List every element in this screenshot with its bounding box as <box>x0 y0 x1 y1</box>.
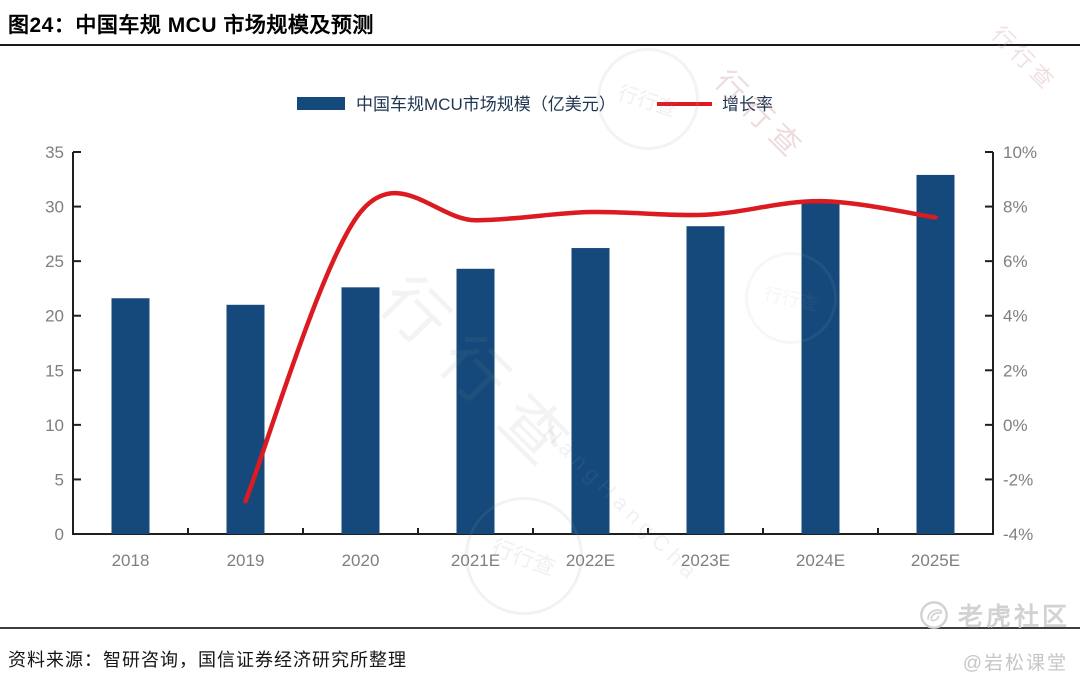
right-axis-tick-label: -4% <box>1003 525 1033 544</box>
bar-2025E <box>916 174 955 535</box>
axes <box>72 151 994 535</box>
x-axis-category-label: 2020 <box>342 551 380 570</box>
left-axis-tick-label: 0 <box>55 525 64 544</box>
bar-2018 <box>111 298 150 534</box>
left-axis-tick-label: 10 <box>45 416 64 435</box>
author-handle: @岩松课堂 <box>962 653 1068 674</box>
tiger-icon <box>920 601 948 629</box>
right-axis-tick-label: 4% <box>1003 307 1028 326</box>
right-axis-tick-label: 2% <box>1003 361 1028 380</box>
left-axis-tick-label: 15 <box>45 361 64 380</box>
axis-labels: 0 5 10 15 20 25 30 35 -4% -2% 0% 2% 4% 6% 8% 10% 2018 201… <box>45 143 1037 570</box>
bar-2024E <box>801 202 840 534</box>
left-axis-tick-label: 35 <box>45 143 64 162</box>
bar-2022E <box>571 248 610 534</box>
bar-series <box>111 174 955 535</box>
left-axis-tick-label: 5 <box>55 470 64 489</box>
right-axis-tick-label: 8% <box>1003 198 1028 217</box>
source-note: 资料来源：智研咨询，国信证券经济研究所整理 <box>8 650 407 670</box>
x-axis-category-label: 2021E <box>451 551 500 570</box>
legend-label-bar: 中国车规MCU市场规模（亿美元） <box>356 95 616 114</box>
x-axis-category-label: 2023E <box>681 551 730 570</box>
mcu-market-chart: 中国车规MCU市场规模（亿美元） 增长率05101520253035-4%-2%0… <box>45 95 1037 570</box>
tiger-community-logo: 老虎社区 <box>919 597 1070 633</box>
bar-2020 <box>341 287 380 534</box>
x-axis-category-label: 2024E <box>796 551 845 570</box>
x-axis-category-label: 2019 <box>227 551 265 570</box>
footer-divider <box>0 627 1080 629</box>
right-axis-tick-label: 0% <box>1003 416 1028 435</box>
bar-2023E <box>686 226 725 534</box>
chart-legend: 中国车规MCU市场规模（亿美元） 增长率 <box>297 95 773 114</box>
left-axis-tick-label: 30 <box>45 198 64 217</box>
x-axis-category-label: 2018 <box>112 551 150 570</box>
legend-swatch-bar <box>297 97 345 110</box>
bar-2021E <box>456 268 495 534</box>
figure-title: 图24：中国车规 MCU 市场规模及预测 <box>8 14 374 37</box>
x-axis-category-label: 2022E <box>566 551 615 570</box>
legend-label-line: 增长率 <box>722 95 773 114</box>
title-divider <box>0 44 1080 46</box>
left-axis-tick-label: 20 <box>45 307 64 326</box>
left-axis-tick-label: 25 <box>45 252 64 271</box>
right-axis-tick-label: -2% <box>1003 470 1033 489</box>
tiger-community-label: 老虎社区 <box>957 603 1070 631</box>
right-axis-tick-label: 6% <box>1003 252 1028 271</box>
right-axis-tick-label: 10% <box>1003 143 1037 162</box>
x-axis-category-label: 2025E <box>911 551 960 570</box>
growth-rate-line <box>243 190 938 504</box>
